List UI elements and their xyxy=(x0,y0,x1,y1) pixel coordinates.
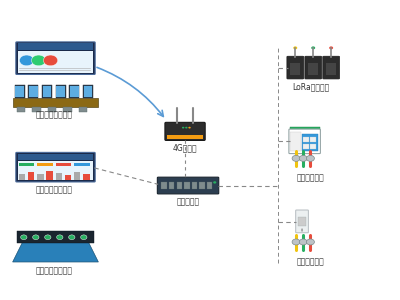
Circle shape xyxy=(306,239,314,245)
Circle shape xyxy=(299,155,307,161)
Bar xyxy=(63,107,72,112)
FancyBboxPatch shape xyxy=(165,122,205,140)
Circle shape xyxy=(293,46,297,50)
Circle shape xyxy=(182,127,184,128)
Circle shape xyxy=(31,55,46,66)
Bar xyxy=(74,172,80,180)
Circle shape xyxy=(185,127,188,128)
Bar xyxy=(18,154,93,160)
Circle shape xyxy=(68,235,75,240)
Bar xyxy=(17,107,25,112)
Circle shape xyxy=(56,235,63,240)
Circle shape xyxy=(301,230,303,232)
Circle shape xyxy=(301,229,303,230)
Bar xyxy=(79,107,87,112)
Bar xyxy=(83,85,93,98)
Circle shape xyxy=(311,46,315,50)
Bar xyxy=(161,182,167,189)
FancyBboxPatch shape xyxy=(157,177,219,194)
Bar xyxy=(37,175,44,180)
Bar xyxy=(15,85,25,98)
Circle shape xyxy=(299,239,307,245)
FancyBboxPatch shape xyxy=(287,56,304,79)
Bar xyxy=(303,136,309,142)
FancyBboxPatch shape xyxy=(289,129,320,154)
Text: 分布式多回路: 分布式多回路 xyxy=(297,257,325,266)
FancyBboxPatch shape xyxy=(16,152,95,182)
Bar xyxy=(200,182,205,189)
Bar xyxy=(302,134,318,151)
Bar xyxy=(56,86,65,97)
Circle shape xyxy=(301,230,303,231)
Circle shape xyxy=(292,239,300,245)
FancyBboxPatch shape xyxy=(296,210,308,233)
Text: 集中式多回路: 集中式多回路 xyxy=(297,173,325,182)
Circle shape xyxy=(306,155,314,161)
Bar xyxy=(176,182,182,189)
Text: 4G路由器: 4G路由器 xyxy=(172,143,197,152)
Circle shape xyxy=(329,46,333,50)
Text: 企业能耗管理平台: 企业能耗管理平台 xyxy=(36,185,73,194)
Circle shape xyxy=(20,55,34,66)
Bar xyxy=(192,182,197,189)
Bar xyxy=(70,86,78,97)
FancyBboxPatch shape xyxy=(305,56,322,79)
Bar xyxy=(46,171,53,180)
Bar xyxy=(19,163,34,166)
Circle shape xyxy=(80,235,87,240)
Bar xyxy=(69,85,79,98)
Circle shape xyxy=(21,235,27,240)
Bar xyxy=(290,127,320,130)
Circle shape xyxy=(188,127,191,128)
FancyBboxPatch shape xyxy=(323,56,340,79)
Bar xyxy=(19,174,25,180)
Bar xyxy=(28,85,38,98)
Bar xyxy=(56,85,66,98)
Bar xyxy=(84,86,92,97)
Bar xyxy=(65,176,71,180)
Bar xyxy=(18,44,93,50)
Bar xyxy=(167,135,203,139)
Bar xyxy=(326,63,336,75)
Bar xyxy=(74,163,90,166)
Text: 政府能耗管理平台: 政府能耗管理平台 xyxy=(36,111,73,120)
Bar xyxy=(28,172,34,180)
Bar xyxy=(308,63,318,75)
Bar xyxy=(56,173,62,180)
Circle shape xyxy=(45,235,51,240)
Bar xyxy=(298,217,306,226)
Bar xyxy=(83,174,90,180)
Bar xyxy=(17,231,94,243)
FancyBboxPatch shape xyxy=(16,42,95,74)
Circle shape xyxy=(33,235,39,240)
Bar xyxy=(48,107,56,112)
Bar xyxy=(184,182,190,189)
Polygon shape xyxy=(13,242,98,262)
Bar xyxy=(42,85,52,98)
Bar xyxy=(29,86,38,97)
Text: 通讯管理机: 通讯管理机 xyxy=(176,197,200,206)
Bar xyxy=(303,144,309,149)
Circle shape xyxy=(292,155,300,161)
Bar xyxy=(43,86,51,97)
Bar xyxy=(13,98,98,107)
Text: 企业能耗管理平台: 企业能耗管理平台 xyxy=(36,266,73,275)
Bar xyxy=(37,163,53,166)
Circle shape xyxy=(213,181,216,184)
Text: LoRa无线通信: LoRa无线通信 xyxy=(292,82,330,91)
Bar xyxy=(207,182,212,189)
Bar xyxy=(18,161,93,181)
Bar xyxy=(32,107,41,112)
Bar xyxy=(18,51,93,73)
Circle shape xyxy=(43,55,58,66)
Bar xyxy=(56,163,71,166)
Bar xyxy=(290,63,300,75)
Bar xyxy=(16,86,24,97)
Bar xyxy=(310,136,316,142)
Bar xyxy=(169,182,174,189)
Bar xyxy=(290,132,301,152)
Bar xyxy=(310,144,316,149)
